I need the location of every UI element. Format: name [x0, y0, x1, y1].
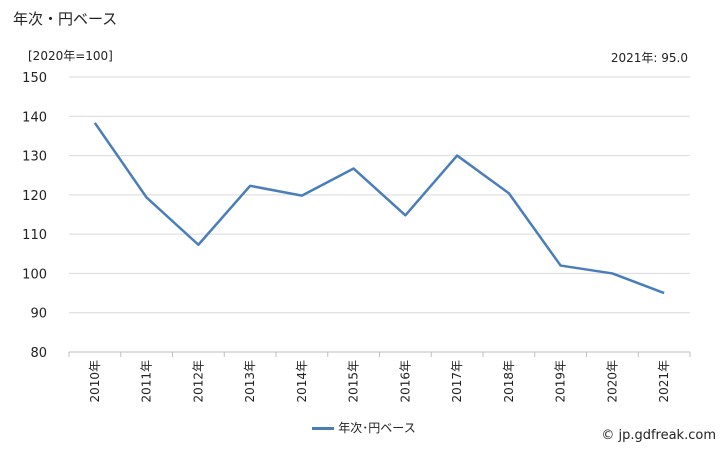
y-tick-label: 90 — [30, 307, 47, 322]
x-tick-label: 2011年 — [140, 360, 154, 403]
source-credit: © jp.gdfreak.com — [601, 428, 716, 443]
x-tick-label: 2016年 — [398, 360, 412, 403]
legend-label: 年次･円ベース — [338, 421, 416, 435]
y-tick-label: 140 — [22, 110, 47, 125]
x-tick-label: 2010年 — [88, 360, 102, 403]
y-tick-label: 100 — [22, 267, 47, 282]
y-tick-label: 130 — [22, 150, 47, 165]
x-tick-label: 2017年 — [450, 360, 464, 403]
y-tick-label: 110 — [22, 228, 47, 243]
legend: 年次･円ベース — [0, 419, 728, 436]
x-tick-label: 2015年 — [347, 360, 361, 403]
series-line — [93, 122, 665, 295]
legend-swatch — [312, 427, 335, 430]
x-tick-label: 2013年 — [243, 360, 257, 403]
x-tick-label: 2021年 — [657, 360, 671, 403]
x-tick-label: 2012年 — [191, 360, 205, 403]
x-tick-label: 2014年 — [295, 360, 309, 403]
chart-title: 年次・円ベース — [13, 10, 118, 28]
y-axis-ticks: 80 90 100 110 120 130 140 150 — [22, 71, 47, 361]
unit-label: [2020年=100] — [28, 49, 113, 63]
y-tick-label: 120 — [22, 189, 47, 204]
x-tick-label: 2020年 — [605, 360, 619, 403]
latest-value-label: 2021年: 95.0 — [610, 51, 688, 65]
y-tick-label: 150 — [22, 71, 47, 86]
grid-lines — [69, 76, 690, 314]
x-axis-ticks: 2010年 2011年 2012年 2013年 2014年 2015年 2016年 2017年… — [68, 352, 691, 403]
x-tick-label: 2018年 — [502, 360, 516, 403]
x-tick-label: 2019年 — [554, 360, 568, 403]
y-tick-label: 80 — [30, 346, 47, 361]
